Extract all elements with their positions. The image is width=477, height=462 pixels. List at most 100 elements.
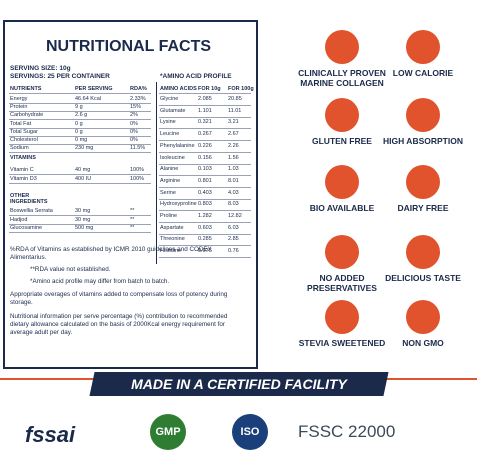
row-rule — [159, 186, 251, 188]
table-cell: 1.03 — [228, 166, 239, 173]
table-cell: Glutamate — [160, 107, 186, 114]
row-rule — [159, 257, 251, 259]
row-rule — [159, 128, 251, 130]
badge-label: NO ADDED PRESERVATIVES — [307, 273, 377, 293]
table-cell: 3.21 — [228, 119, 239, 126]
badge-label: BIO AVAILABLE — [309, 203, 375, 213]
table-cell: Carbohydrate — [10, 112, 44, 119]
table-cell: Hydroxyproline — [160, 201, 197, 208]
table-header: FOR 10g — [198, 86, 221, 92]
table-cell: 8.03 — [228, 201, 239, 208]
table-cell: Vitamin D3 — [10, 175, 37, 182]
table-cell: 2.85 — [228, 236, 239, 243]
row-rule — [159, 116, 251, 118]
row-rule — [9, 232, 151, 233]
table-cell: 0.156 — [198, 154, 212, 161]
divider — [156, 82, 157, 264]
badge-icon — [406, 165, 440, 199]
note: **RDA value not established. — [30, 266, 111, 273]
table-cell: 1.56 — [228, 154, 239, 161]
table-cell: Energy — [10, 96, 28, 102]
table-header: FOR 100g — [228, 86, 254, 92]
row-rule — [159, 105, 251, 106]
table-cell: 30 mg — [75, 216, 91, 223]
table-cell: Vitamin C — [10, 167, 34, 173]
other-header: OTHER INGREDIENTS — [10, 193, 48, 205]
badge-icon — [325, 300, 359, 334]
table-cell: 15% — [130, 104, 142, 111]
row-rule — [9, 182, 151, 184]
table-cell: Threonine — [160, 236, 185, 243]
badge-label: DELICIOUS TASTE — [385, 273, 461, 283]
row-rule — [9, 174, 151, 175]
row-rule — [9, 127, 151, 129]
table-cell: 20.85 — [228, 96, 242, 102]
table-cell: Leucine — [160, 131, 180, 138]
table-cell: Hadjod — [10, 216, 28, 223]
table-cell: 11.01 — [228, 107, 242, 114]
table-cell: 0.076 — [198, 248, 212, 255]
badge-icon — [325, 30, 359, 64]
note: *Amino acid profile may differ from batc… — [30, 278, 170, 285]
table-cell: 6.03 — [228, 224, 239, 231]
badge-icon — [325, 165, 359, 199]
badge-label: STEVIA SWEETENED — [298, 338, 386, 348]
note: Appropriate overages of vitamins added t… — [10, 291, 228, 306]
cert-logo: FSSC 22000 — [298, 422, 396, 441]
table-cell: 2.6 g — [75, 112, 88, 119]
table-cell: 230 mg — [75, 145, 94, 152]
row-rule — [9, 103, 151, 104]
table-cell: Glycine — [160, 96, 179, 102]
table-cell: ** — [130, 216, 135, 223]
table-cell: 0.285 — [198, 236, 212, 243]
table-cell: 0.103 — [198, 166, 212, 173]
table-header: NUTRIENTS — [10, 86, 42, 92]
row-rule — [159, 222, 251, 223]
table-cell: 12.82 — [228, 213, 242, 219]
badge-icon — [325, 98, 359, 132]
table-cell: Serine — [160, 189, 176, 196]
table-cell: Histidine — [160, 248, 182, 255]
table-cell: 30 mg — [75, 208, 91, 214]
table-cell: 8.01 — [228, 177, 239, 184]
table-cell: 2.085 — [198, 96, 212, 102]
table-cell: Glucosamine — [10, 225, 43, 231]
table-cell: 100% — [130, 167, 145, 173]
table-cell: 0.226 — [198, 142, 212, 149]
row-rule — [9, 135, 151, 137]
badge-icon — [406, 235, 440, 269]
badge-label: HIGH ABSORPTION — [383, 136, 463, 146]
table-cell: 0% — [130, 128, 138, 135]
vitamins-header: VITAMINS — [10, 155, 36, 161]
table-cell: 40 mg — [75, 167, 91, 173]
table-cell: 0.803 — [198, 201, 212, 208]
panel-title: NUTRITIONAL FACTS — [45, 38, 212, 55]
table-cell: 0% — [130, 137, 138, 143]
table-cell: Arginine — [160, 177, 181, 184]
badge-icon — [325, 235, 359, 269]
row-rule — [9, 215, 151, 216]
banner-text: MADE IN A CERTIFIED FACILITY — [131, 376, 347, 392]
cert-logo: ISO — [232, 414, 268, 450]
row-rule — [159, 245, 251, 247]
table-cell: 0.76 — [228, 248, 239, 255]
row-rule — [159, 93, 251, 94]
row-rule — [9, 111, 151, 113]
table-cell: 0.603 — [198, 224, 212, 231]
table-cell: Aspartate — [160, 224, 184, 231]
table-cell: ** — [130, 225, 135, 231]
row-rule — [9, 93, 151, 94]
table-cell: 0.267 — [198, 131, 212, 138]
row-rule — [9, 223, 151, 225]
badge-label: CLINICALLY PROVEN MARINE COLLAGEN — [298, 68, 386, 88]
table-cell: 9 g — [75, 104, 83, 111]
table-cell: Isoleucine — [160, 154, 185, 161]
badge-icon — [406, 30, 440, 64]
row-rule — [159, 140, 251, 142]
table-cell: 0 mg — [75, 137, 88, 143]
cert-logo: fssai — [25, 422, 76, 447]
panel-border — [3, 20, 258, 369]
badge-icon — [406, 98, 440, 132]
row-rule — [159, 163, 251, 165]
